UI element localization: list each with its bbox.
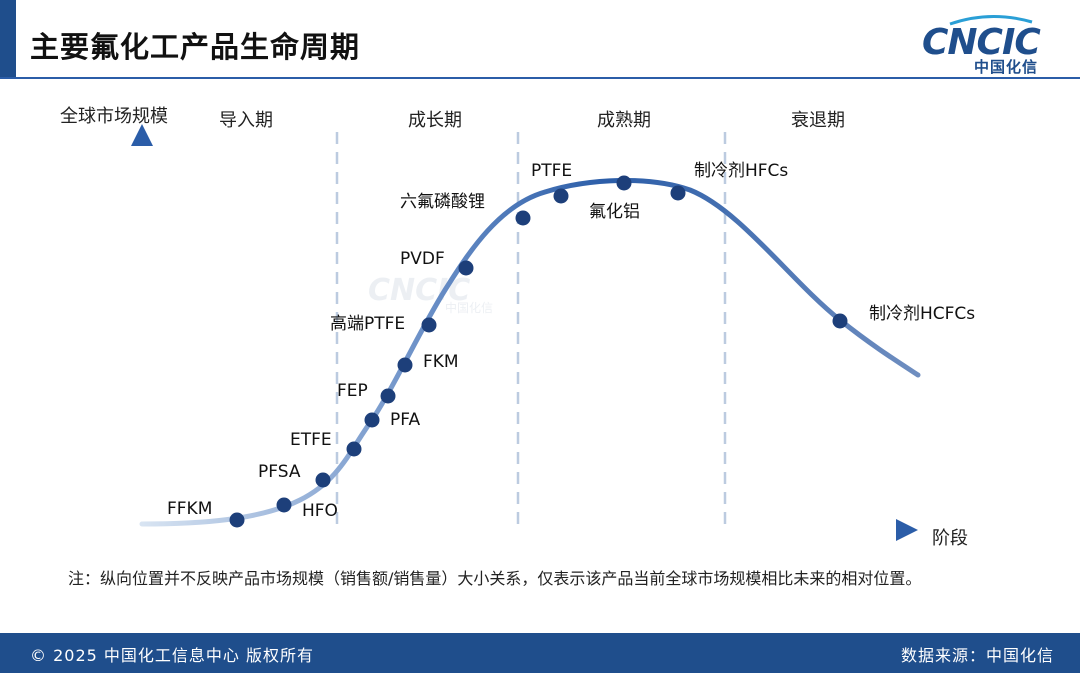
product-points: FFKM HFO PFSA ETFE PFA FEP FKM 高端PTFE PV… [167,161,975,528]
product-dot-ptfe [553,188,569,204]
product-label-ptfe: PTFE [531,161,572,181]
y-axis-label: 全球市场规模 [60,106,168,127]
product-dot-pfsa [315,472,331,488]
product-label-pfa: PFA [390,410,420,430]
watermark: CNCIC 中国化信 [368,273,493,315]
product-dot-refrigerant-hfcs [670,185,686,201]
product-label-hfo: HFO [302,501,338,521]
product-label-etfe: ETFE [290,430,332,450]
product-dot-high-end-ptfe [421,317,437,333]
stage-label-intro: 导入期 [219,110,273,131]
product-dot-pvdf [458,260,474,276]
stage-label-growth: 成长期 [408,110,462,131]
logo-swoosh-icon: CNCIC [922,15,1042,63]
x-axis-arrow-icon [896,519,918,541]
product-label-high-end-ptfe: 高端PTFE [330,314,405,334]
product-dot-refrigerant-hcfcs [832,313,848,329]
product-dot-fep [380,388,396,404]
y-axis-arrow-icon [131,124,153,146]
footer-bar: © 2025 中国化工信息中心 版权所有 数据来源：中国化信 [0,633,1080,673]
product-label-refrigerant-hfcs: 制冷剂HFCs [694,161,788,181]
product-dot-aluminum-fluoride [616,175,632,191]
product-dot-lipf6 [515,210,531,226]
lifecycle-curve [139,177,921,527]
title-accent-bar [0,0,16,78]
logo-text: CNCIC [922,22,1041,63]
stage-label-decline: 衰退期 [791,110,845,131]
product-label-refrigerant-hcfcs: 制冷剂HCFCs [869,304,975,324]
stage-label-mature: 成熟期 [597,110,651,131]
product-label-fep: FEP [337,381,368,401]
footnote: 注：纵向位置并不反映产品市场规模（销售额/销售量）大小关系，仅表示该产品当前全球… [68,569,922,588]
product-label-ffkm: FFKM [167,499,212,519]
cncic-logo: CNCIC 中国化信 [920,14,1060,76]
product-label-aluminum-fluoride: 氟化铝 [589,202,640,222]
x-axis-label: 阶段 [932,528,968,549]
product-dot-fkm [397,357,413,373]
product-label-pvdf: PVDF [400,249,445,269]
page-title: 主要氟化工产品生命周期 [30,30,361,64]
product-dot-hfo [276,497,292,513]
product-label-pfsa: PFSA [258,462,301,482]
lifecycle-diagram: CNCIC 中国化信 导入期 成长期 成熟期 衰退期 全球市场规模 阶段 FFK… [60,106,975,549]
logo-sub-text: 中国化信 [973,58,1038,76]
product-label-fkm: FKM [423,352,459,372]
product-dot-pfa [364,412,380,428]
product-label-lipf6: 六氟磷酸锂 [400,192,485,212]
header-divider [0,77,1080,79]
copyright-text: © 2025 中国化工信息中心 版权所有 [30,646,314,665]
product-dot-etfe [346,441,362,457]
source-text: 数据来源：中国化信 [900,646,1054,665]
product-dot-ffkm [229,512,245,528]
watermark-sub-text: 中国化信 [445,300,493,315]
